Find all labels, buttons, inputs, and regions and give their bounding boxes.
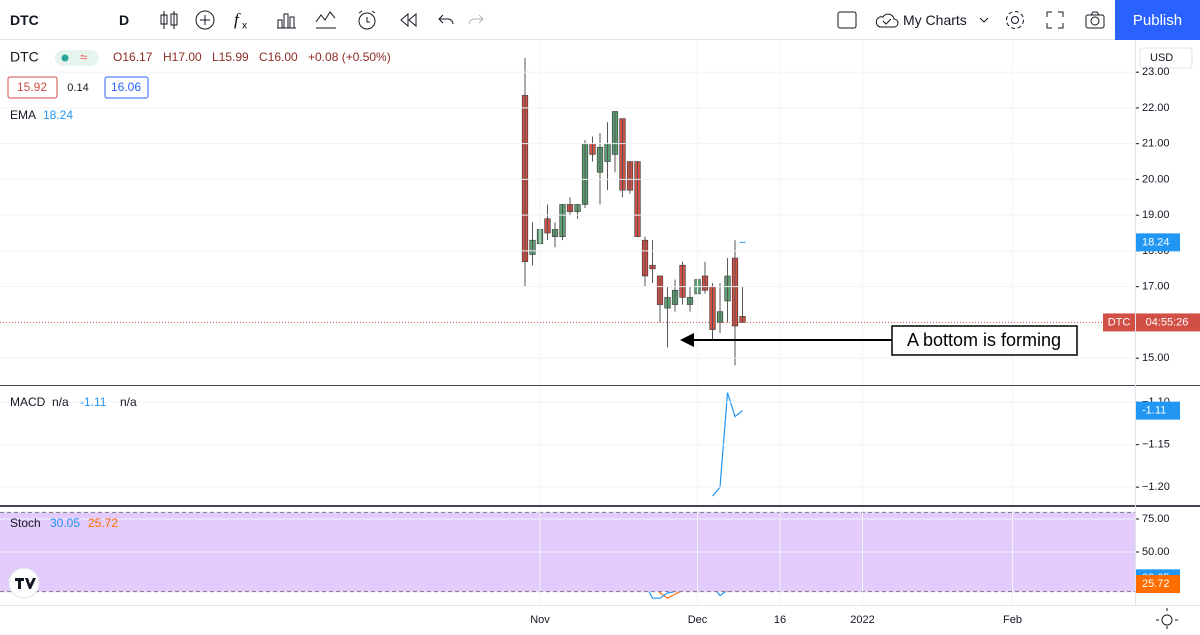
spread: 0.14 [67, 82, 88, 94]
fullscreen-icon[interactable] [1043, 8, 1067, 32]
chart: USD DTC ≈ O16.17 H17.00 L15.99 C16.00 +0… [0, 40, 1200, 629]
status-wave: ≈ [80, 49, 87, 64]
alert-icon[interactable] [355, 8, 379, 32]
cloud-icon[interactable] [873, 8, 901, 32]
x-tick-label: Feb [1003, 614, 1022, 626]
series-line [712, 392, 743, 497]
svg-text:x: x [242, 21, 247, 32]
settings-icon[interactable] [1156, 608, 1178, 629]
y-tick-label: 20.00 [1142, 173, 1170, 185]
annotation: A bottom is forming [907, 330, 1061, 350]
y-tick-label: 23.00 [1142, 66, 1170, 78]
value-tag-box [1136, 575, 1180, 594]
interval[interactable]: D [119, 11, 130, 28]
y-tick-label: 75.00 [1142, 513, 1170, 525]
currency-box[interactable] [1139, 47, 1193, 69]
legend-close: C16.00 [259, 50, 298, 64]
symbol[interactable]: DTC [10, 11, 39, 28]
tv-logo [8, 567, 40, 599]
caret-icon[interactable] [978, 8, 990, 32]
y-tick-label: −1.15 [1142, 439, 1170, 451]
y-tick-label: 15.00 [1142, 352, 1170, 364]
bid[interactable]: 15.92 [17, 80, 47, 94]
undo-icon[interactable] [434, 8, 458, 32]
tv-logo-mark [15, 578, 36, 589]
ask[interactable]: 16.06 [111, 80, 141, 94]
compare-icon[interactable] [274, 8, 298, 32]
price-tag-symbol: DTC [1108, 316, 1131, 328]
value-tag: 25.72 [1142, 578, 1170, 590]
svg-text:f: f [234, 10, 241, 29]
ema-value: 18.24 [43, 108, 73, 122]
ema-tag: 18.24 [1142, 236, 1170, 248]
stoch-d: 25.72 [88, 516, 118, 530]
replay-icon[interactable] [396, 8, 420, 32]
layout-icon[interactable] [835, 8, 859, 32]
publish-button[interactable]: Publish [1115, 0, 1200, 40]
annotation-box [891, 325, 1078, 356]
x-tick-label: Dec [688, 614, 708, 626]
legend-symbol: DTC [10, 49, 39, 65]
annotation-arrowhead [680, 333, 694, 347]
macd-title: MACD [10, 395, 46, 409]
add-icon[interactable] [193, 8, 217, 32]
ema-tag-box [1136, 233, 1180, 252]
legend-change: +0.08 (+0.50%) [308, 50, 391, 64]
price-tag-symbol-box [1103, 313, 1135, 332]
price-tag-box [1135, 313, 1200, 332]
x-tick-label: Nov [530, 614, 550, 626]
ema-name: EMA [10, 108, 36, 122]
y-tick-label: 50.00 [1142, 546, 1170, 558]
bid-box[interactable] [7, 76, 58, 99]
plot [0, 40, 1135, 605]
value-tag-box [1136, 401, 1180, 420]
ask-box[interactable] [104, 76, 149, 99]
macd-signal: n/a [120, 395, 137, 409]
legend-high: H17.00 [163, 50, 202, 64]
macd-hist: n/a [52, 395, 69, 409]
overlay: 15.0017.0018.0019.0020.0021.0022.0023.00… [0, 40, 1200, 629]
redo-icon[interactable] [464, 8, 488, 32]
templates-icon[interactable] [313, 8, 339, 32]
stoch-k: 30.05 [50, 516, 80, 530]
status-dot [61, 54, 69, 62]
macd-value: -1.11 [80, 395, 107, 409]
value-tag: -1.11 [1142, 405, 1166, 417]
my-charts[interactable]: My Charts [903, 11, 967, 28]
stoch-title: Stoch [10, 516, 41, 530]
x-tick-label: 16 [774, 614, 786, 626]
y-tick-label: 19.00 [1142, 209, 1170, 221]
y-tick-label: 22.00 [1142, 102, 1170, 114]
settings-icon[interactable] [1003, 8, 1027, 32]
y-tick-label: −1.20 [1142, 481, 1170, 493]
y-tick-label: 21.00 [1142, 138, 1170, 150]
legend-low: L15.99 [212, 50, 249, 64]
snapshot-icon[interactable] [1083, 8, 1107, 32]
countdown: 04:55:26 [1146, 316, 1189, 328]
candles-icon[interactable] [157, 8, 181, 32]
y-tick-label: 17.00 [1142, 281, 1170, 293]
status-badge [55, 50, 99, 66]
currency[interactable]: USD [1150, 52, 1173, 64]
legend-open: O16.17 [113, 50, 153, 64]
x-tick-label: 2022 [850, 614, 874, 626]
